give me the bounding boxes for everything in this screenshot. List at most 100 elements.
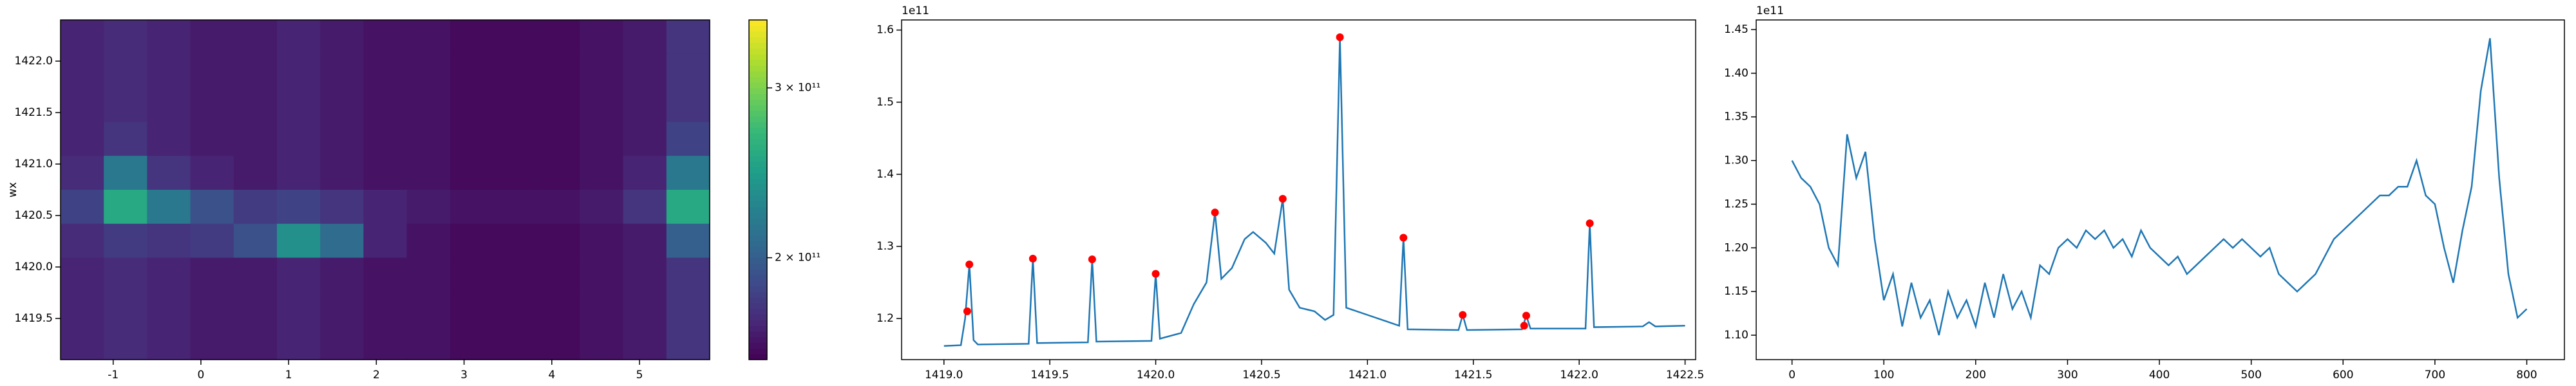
heatmap-cell [61,53,104,89]
peak-marker [1278,195,1287,203]
colorbar-step [749,161,767,168]
colorbar-step [749,77,767,83]
x-tick-label: 1421.0 [1349,369,1387,381]
colorbar-step [749,184,767,190]
y-tick-label: 1421.0 [15,158,53,170]
colorbar-step [749,195,767,202]
heatmap-cell [666,326,710,360]
heatmap-cell [623,156,667,190]
colorbar-step [749,144,767,151]
heatmap-cell [233,53,278,89]
heatmap-cell [233,291,278,326]
colorbar-step [749,257,767,264]
heatmap-cell [623,257,667,292]
peak-marker [1211,208,1219,217]
heatmap-cell [580,291,624,326]
y-tick-label: 1419.5 [15,312,53,325]
y-tick-label: 1422.0 [15,55,53,68]
peak-marker [963,307,971,315]
heatmap-cell [623,326,667,360]
y-tick-label: 1.10 [1724,329,1748,342]
heatmap-cell [233,223,278,259]
y-tick-label: 1.35 [1724,111,1748,124]
colorbar-step [749,138,767,145]
heatmap-cell [493,20,537,55]
x-tick-label: 1420.0 [1137,369,1175,381]
heatmap-cell [233,257,278,292]
colorbar-step [749,25,767,32]
colorbar-step [749,110,767,117]
colorbar-frame [748,19,768,360]
x-tick-label: 800 [2516,369,2537,381]
y-tick-label: 1.40 [1724,67,1748,80]
heatmap-cell [104,20,147,55]
heatmap-cell [450,223,494,259]
heatmap-cell [450,257,494,292]
heatmap-cell [493,257,537,292]
heatmap-cell [277,257,321,292]
heatmap-cell [536,87,580,122]
y-tick-label: 1.5 [876,96,894,109]
y-tick-label: 1.45 [1724,23,1748,36]
x-tick-label: 500 [2240,369,2261,381]
heatmap-cell [190,223,234,259]
x-tick-label: 1420.5 [1242,369,1280,381]
heatmap-cell [104,291,147,326]
heatmap-cell [147,156,191,190]
x-tick-label: -1 [108,369,118,381]
y-tick-label: 1.2 [876,312,894,325]
offset-text: 1e11 [1756,5,1784,17]
heatmap-cell [61,20,104,55]
heatmap-cell [406,156,451,190]
heatmap-cell [406,20,451,55]
peak-marker [1520,322,1528,330]
heatmap-cell [104,223,147,259]
heatmap-cell [320,257,364,292]
heatmap-cell [493,326,537,360]
colorbar-step [749,133,767,140]
heatmap-cell [580,257,624,292]
heatmap-cell [666,223,710,259]
heatmap-cell [666,87,710,122]
heatmap-cell [104,122,147,156]
heatmap-cell [406,53,451,89]
colorbar-step [749,229,767,235]
colorbar-tick-label: 3 × 10¹¹ [775,82,820,95]
heatmap-cell [190,87,234,122]
heatmap-cell [580,326,624,360]
colorbar-step [749,269,767,275]
heatmap-cell [61,257,104,292]
heatmap-cell [277,87,321,122]
heatmap-cell [147,20,191,55]
peak-marker [1586,219,1594,228]
heatmap-cell [277,156,321,190]
heatmap-cell [493,190,537,225]
x-tick-label: 3 [460,369,468,381]
heatmap-cell [320,291,364,326]
colorbar-step [749,241,767,247]
heatmap-cell [61,87,104,122]
colorbar-step [749,207,767,213]
heatmap-cell [277,53,321,89]
x-tick-label: 0 [1788,369,1795,381]
heatmap-cell [190,156,234,190]
colorbar-step [749,65,767,71]
heatmap-cell [147,223,191,259]
heatmap-cell [104,156,147,190]
heatmap-cell [666,122,710,156]
y-axis-label: wx [6,182,19,198]
colorbar-step [749,348,767,354]
heatmap-cell [363,190,408,225]
heatmap-cell [147,291,191,326]
colorbar-step [749,326,767,332]
axes-frame [1756,19,2565,360]
colorbar-step [749,87,767,94]
colorbar-step [749,331,767,338]
heatmap-cell [320,156,364,190]
heatmap-cell [536,223,580,259]
heatmap-cell [61,190,104,225]
colorbar-step [749,105,767,111]
heatmap-cell [493,122,537,156]
heatmap-cell [190,291,234,326]
